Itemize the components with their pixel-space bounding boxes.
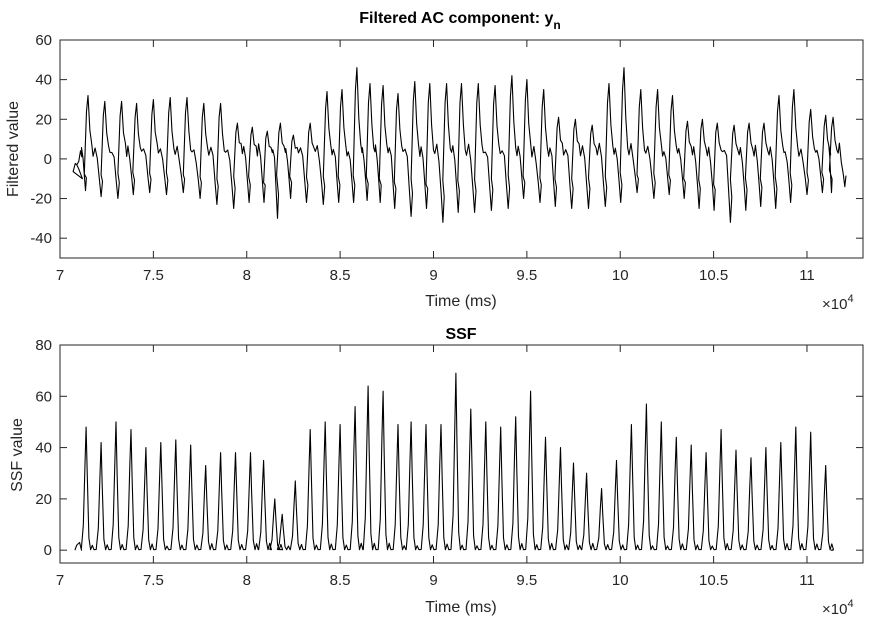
top-y-tick-label: 20 [35,111,52,128]
top-plot-area [59,39,864,259]
bottom-chart-title: SSF [445,326,476,343]
bottom-x-tick-label: 9.5 [516,572,537,589]
top-y-tick-label: 0 [44,151,52,168]
top-y-tick-label: -40 [30,230,52,247]
top-x-tick-label: 11 [799,267,815,284]
bottom-x-tick-label: 8.5 [330,572,351,589]
top-y-ticks: -40 -20 0 20 40 60 [30,32,863,247]
bottom-x-tick-label: 9 [429,572,437,589]
top-y-tick-label: 60 [35,32,52,49]
bottom-y-tick-label: 20 [35,491,52,508]
top-x-tick-label: 9 [429,267,437,284]
bottom-x-exponent-base: ×10 [822,601,847,618]
top-y-axis-label: Filtered value [5,101,22,197]
top-x-tick-label: 8 [243,267,251,284]
top-x-ticks: 7 7.5 8 8.5 9 9.5 10 10.5 11 [56,40,815,284]
top-x-axis-label: Time (ms) [425,293,496,310]
bottom-y-ticks: 0 20 40 60 80 [35,337,863,559]
top-series-line [72,67,847,223]
top-x-exponent-power: 4 [847,293,853,305]
bottom-x-tick-label: 10 [612,572,629,589]
top-x-tick-label: 7.5 [143,267,164,284]
bottom-x-tick-label: 7 [56,572,64,589]
top-series [72,67,847,223]
bottom-x-axis-label: Time (ms) [425,599,496,616]
bottom-x-tick-label: 11 [799,572,815,589]
top-chart-title: Filtered AC component: yn [359,10,560,32]
bottom-series-line [74,372,835,551]
top-y-tick-label: -20 [30,191,52,208]
bottom-y-tick-label: 0 [44,542,52,559]
top-chart: Filtered AC component: yn 7 7.5 8 8.5 9 9.5 10… [5,10,864,313]
bottom-y-tick-label: 60 [35,388,52,405]
top-x-tick-label: 10.5 [699,267,728,284]
top-x-tick-label: 8.5 [330,267,351,284]
bottom-plot-area [59,344,864,564]
bottom-x-tick-label: 10.5 [699,572,728,589]
top-y-tick-label: 40 [35,72,52,89]
bottom-x-exponent-power: 4 [847,598,853,610]
bottom-chart: SSF 7 7.5 8 8.5 9 9.5 10 10.5 11 0 20 40 60 80 Time … [9,326,864,618]
top-x-tick-label: 10 [612,267,629,284]
bottom-x-ticks: 7 7.5 8 8.5 9 9.5 10 10.5 11 [56,345,815,589]
bottom-x-tick-label: 8 [243,572,251,589]
top-chart-title-main: Filtered AC component: y [359,10,553,27]
top-x-tick-label: 7 [56,267,64,284]
bottom-x-tick-label: 7.5 [143,572,164,589]
bottom-x-exponent: ×104 [822,598,854,618]
top-x-exponent-base: ×10 [822,296,847,313]
bottom-y-tick-label: 80 [35,337,52,354]
top-x-exponent: ×104 [822,293,854,313]
top-x-tick-label: 9.5 [516,267,537,284]
bottom-y-tick-label: 40 [35,440,52,457]
top-chart-title-subscript: n [553,18,560,32]
bottom-series [74,372,835,551]
bottom-y-axis-label: SSF value [9,418,26,492]
